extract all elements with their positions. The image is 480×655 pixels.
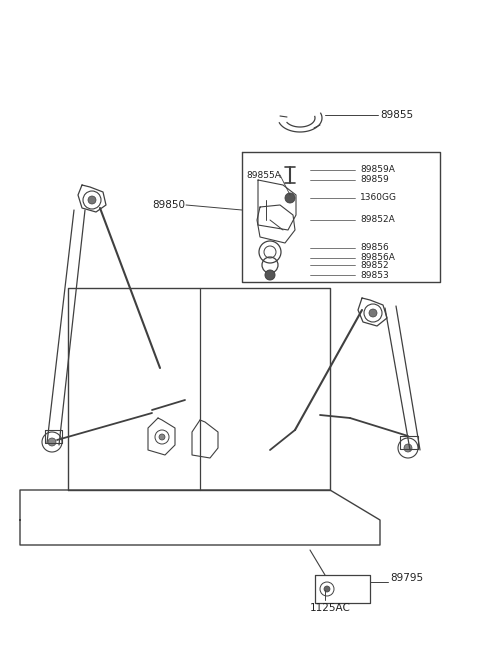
- Circle shape: [369, 309, 377, 317]
- Circle shape: [48, 438, 56, 446]
- Text: 89853: 89853: [360, 271, 389, 280]
- Circle shape: [324, 586, 330, 592]
- Text: 89859: 89859: [360, 176, 389, 185]
- Circle shape: [88, 196, 96, 204]
- Text: 89856A: 89856A: [360, 253, 395, 263]
- Circle shape: [159, 434, 165, 440]
- Circle shape: [404, 444, 412, 452]
- Text: 1360GG: 1360GG: [360, 193, 397, 202]
- Text: 89859A: 89859A: [360, 166, 395, 174]
- Text: 89852: 89852: [360, 261, 389, 269]
- Text: 89856: 89856: [360, 244, 389, 252]
- Text: 89855A: 89855A: [246, 170, 281, 179]
- Text: 89855: 89855: [380, 110, 413, 120]
- Text: 89795: 89795: [390, 573, 423, 583]
- Text: 89850: 89850: [152, 200, 185, 210]
- Text: 1125AC: 1125AC: [310, 603, 350, 613]
- Text: 89852A: 89852A: [360, 215, 395, 225]
- Circle shape: [265, 270, 275, 280]
- Circle shape: [285, 193, 295, 203]
